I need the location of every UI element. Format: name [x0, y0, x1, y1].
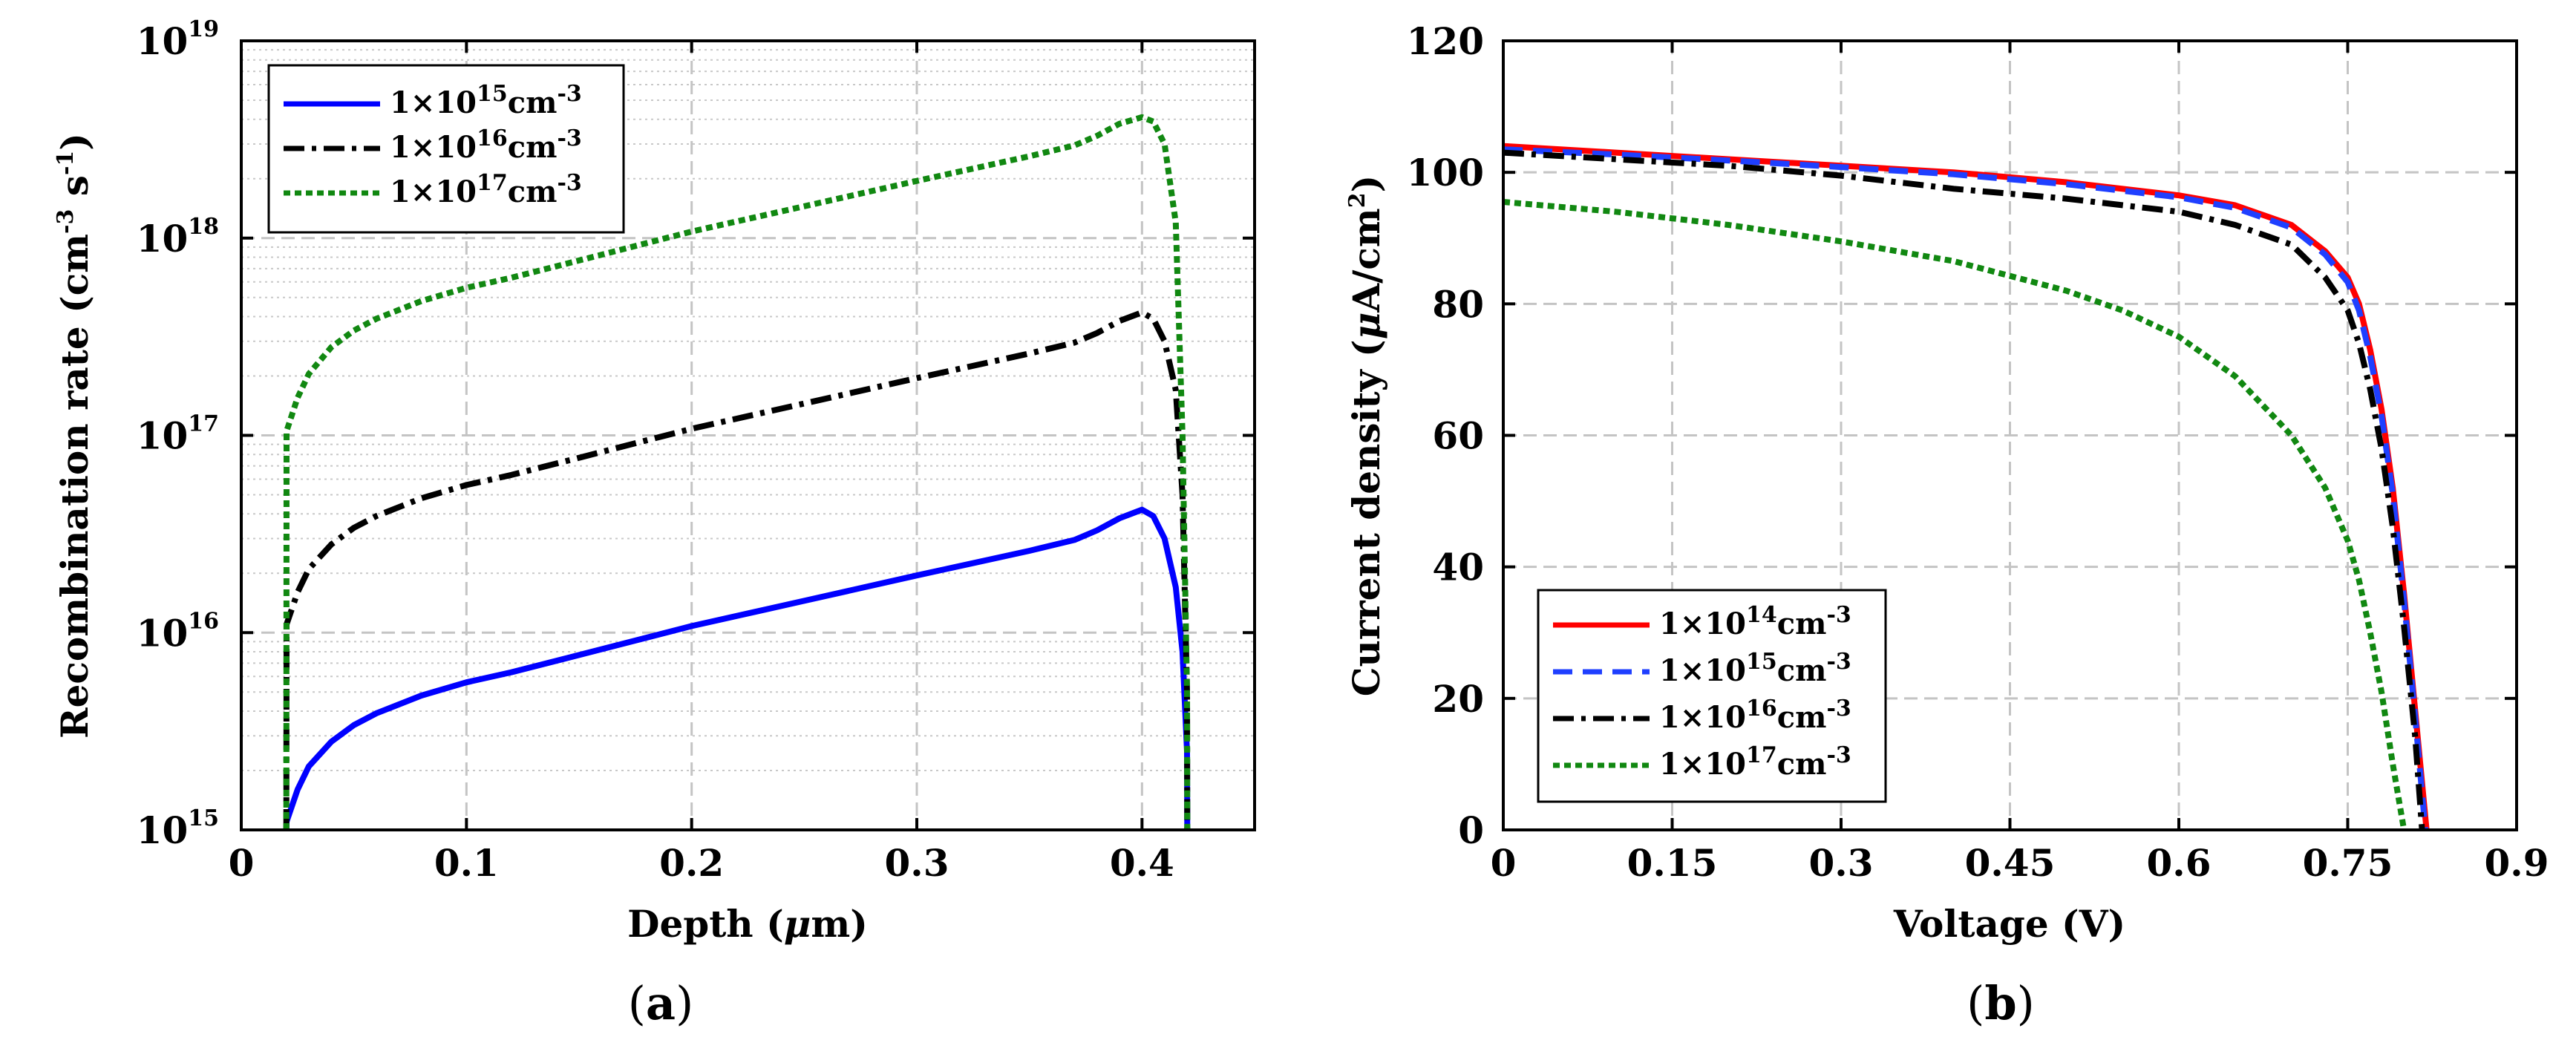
a-y-tick-label: 1015: [137, 805, 219, 852]
b-y-tick-label: 20: [1432, 677, 1484, 721]
a-series-line-1: [283, 309, 1191, 831]
a-y-tick-label: 1016: [137, 608, 219, 655]
a-x-tick-label: 0: [229, 841, 255, 885]
b-y-tick-label: 40: [1432, 546, 1484, 589]
b-legend-label-0: 1×1014cm-3: [1659, 602, 1851, 641]
a-lines: [283, 114, 1191, 831]
b-series-line-1: [1503, 146, 2429, 831]
a-x-tick-label: 0.2: [659, 841, 724, 885]
a-legend: 1×1015cm-3 1×1016cm-3 1×1017cm-3: [267, 64, 625, 234]
b-legend-label-1: 1×1015cm-3: [1659, 649, 1851, 688]
a-legend-label-0: 1×1015cm-3: [390, 81, 582, 120]
a-caption: (a): [628, 976, 694, 1030]
a-y-tick-label: 1018: [137, 214, 219, 261]
b-series-line-3: [1503, 199, 2407, 831]
b-legend: 1×1014cm-3 1×1015cm-3 1×1016cm-3 1×1017c…: [1537, 589, 1887, 803]
a-x-tick-label: 0.3: [885, 841, 949, 885]
a-y-tick-label: 1017: [137, 411, 219, 458]
b-x-tick-label: 0: [1491, 841, 1517, 885]
a-x-tick-label: 0.1: [434, 841, 499, 885]
a-legend-label-1: 1×1016cm-3: [390, 125, 582, 165]
b-xlabel: Voltage (V): [1893, 902, 2125, 946]
b-ticks: 0 0.15 0.3 0.45 0.6 0.75 0.9 0 20 40 60 80 100 120: [1407, 19, 2549, 885]
b-y-tick-label: 80: [1432, 282, 1484, 326]
a-series-line-0: [283, 506, 1191, 831]
a-ylabel: Recombination rate (cm-3 s-1): [53, 133, 97, 739]
b-y-tick-label: 100: [1407, 151, 1484, 194]
b-lines: [1503, 143, 2430, 831]
a-y-tick-label: 1019: [137, 16, 219, 63]
b-y-tick-label: 0: [1458, 808, 1484, 852]
a-x-tick-label: 0.4: [1110, 841, 1174, 885]
b-x-tick-label: 0.9: [2485, 841, 2549, 885]
b-x-tick-label: 0.3: [1809, 841, 1874, 885]
a-series-line-2: [283, 114, 1191, 831]
panel-b: 0 0.15 0.3 0.45 0.6 0.75 0.9 0 20 40 60 80 100 120 Vo…: [1344, 19, 2549, 1030]
a-xlabel: Depth (μm): [627, 902, 868, 946]
b-x-tick-label: 0.6: [2147, 841, 2211, 885]
b-legend-label-3: 1×1017cm-3: [1659, 742, 1851, 782]
b-series-line-2: [1503, 149, 2425, 831]
a-ticks: 0 0.1 0.2 0.3 0.4 1015 1016 1017 1018 1019: [137, 16, 1255, 885]
b-caption: (b): [1967, 976, 2035, 1030]
b-x-tick-label: 0.15: [1627, 841, 1718, 885]
panel-a: 0 0.1 0.2 0.3 0.4 1015 1016 1017 1018 1019 Depth …: [53, 16, 1256, 1030]
b-y-tick-label: 60: [1432, 414, 1484, 458]
b-ylabel: Current density (μA/cm2): [1344, 175, 1388, 697]
b-y-tick-label: 120: [1407, 19, 1484, 63]
b-x-tick-label: 0.75: [2303, 841, 2393, 885]
a-legend-label-2: 1×1017cm-3: [390, 170, 582, 209]
b-x-tick-label: 0.45: [1965, 841, 2056, 885]
b-legend-label-2: 1×1016cm-3: [1659, 696, 1851, 735]
